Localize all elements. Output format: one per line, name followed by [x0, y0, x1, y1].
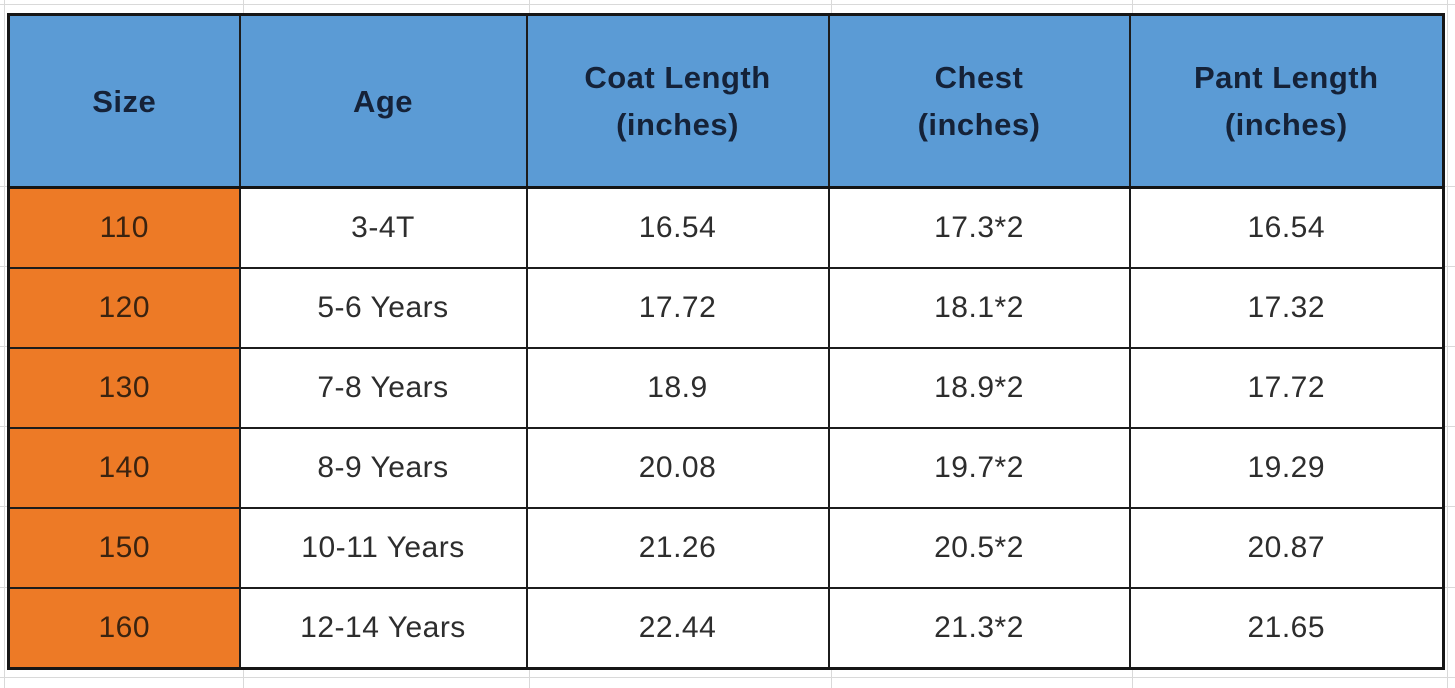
- table-row: 140 8-9 Years 20.08 19.7*2 19.29: [7, 426, 1445, 509]
- age-cell: 10-11 Years: [238, 506, 528, 589]
- gridline: [1447, 0, 1448, 688]
- col-header-pant-length-sub: (inches): [1224, 107, 1348, 142]
- chest-cell: 18.1*2: [827, 267, 1131, 350]
- table-row: 150 10-11 Years 21.26 20.5*2 20.87: [7, 506, 1445, 589]
- col-header-pant-length-label: Pant Length: [1193, 60, 1379, 95]
- col-header-coat-length-sub: (inches): [616, 107, 739, 142]
- pant-length-cell: 17.32: [1128, 267, 1445, 350]
- coat-length-cell: 18.9: [525, 347, 830, 429]
- pant-length-cell: 20.87: [1128, 506, 1445, 589]
- col-header-chest-label: Chest: [934, 60, 1024, 95]
- table-row: 120 5-6 Years 17.72 18.1*2 17.32: [7, 267, 1445, 350]
- col-header-chest-sub: (inches): [917, 107, 1041, 142]
- size-cell: 140: [7, 426, 241, 509]
- age-cell: 12-14 Years: [238, 586, 528, 670]
- col-header-coat-length: Coat Length (inches): [525, 13, 830, 189]
- coat-length-cell: 21.26: [525, 506, 830, 589]
- chest-cell: 19.7*2: [827, 426, 1131, 509]
- coat-length-cell: 17.72: [525, 267, 830, 350]
- pant-length-cell: 19.29: [1128, 426, 1445, 509]
- pant-length-cell: 21.65: [1128, 586, 1445, 670]
- pant-length-cell: 16.54: [1128, 186, 1445, 270]
- size-cell: 120: [7, 267, 241, 350]
- coat-length-cell: 16.54: [525, 186, 830, 270]
- col-header-age-label: Age: [352, 83, 414, 119]
- pant-length-cell: 17.72: [1128, 347, 1445, 429]
- size-cell: 150: [7, 506, 241, 589]
- chest-cell: 20.5*2: [827, 506, 1131, 589]
- size-chart-table: Size Age Coat Length (inches) Chest (inc…: [7, 13, 1445, 670]
- chest-cell: 17.3*2: [827, 186, 1131, 270]
- table-row: 110 3-4T 16.54 17.3*2 16.54: [7, 186, 1445, 270]
- gridline: [4, 0, 5, 688]
- coat-length-cell: 22.44: [525, 586, 830, 670]
- col-header-size-label: Size: [92, 83, 157, 119]
- col-header-chest: Chest (inches): [827, 13, 1131, 189]
- header-row: Size Age Coat Length (inches) Chest (inc…: [7, 13, 1445, 189]
- size-cell: 110: [7, 186, 241, 270]
- age-cell: 3-4T: [238, 186, 528, 270]
- col-header-coat-length-label: Coat Length: [584, 60, 771, 95]
- coat-length-cell: 20.08: [525, 426, 830, 509]
- gridline: [0, 677, 1455, 678]
- age-cell: 7-8 Years: [238, 347, 528, 429]
- age-cell: 5-6 Years: [238, 267, 528, 350]
- col-header-pant-length: Pant Length (inches): [1128, 13, 1445, 189]
- col-header-size: Size: [7, 13, 241, 189]
- col-header-age: Age: [238, 13, 528, 189]
- age-cell: 8-9 Years: [238, 426, 528, 509]
- chest-cell: 21.3*2: [827, 586, 1131, 670]
- size-cell: 160: [7, 586, 241, 670]
- chest-cell: 18.9*2: [827, 347, 1131, 429]
- gridline: [0, 4, 1455, 5]
- size-cell: 130: [7, 347, 241, 429]
- table-row: 130 7-8 Years 18.9 18.9*2 17.72: [7, 347, 1445, 429]
- table-row: 160 12-14 Years 22.44 21.3*2 21.65: [7, 586, 1445, 670]
